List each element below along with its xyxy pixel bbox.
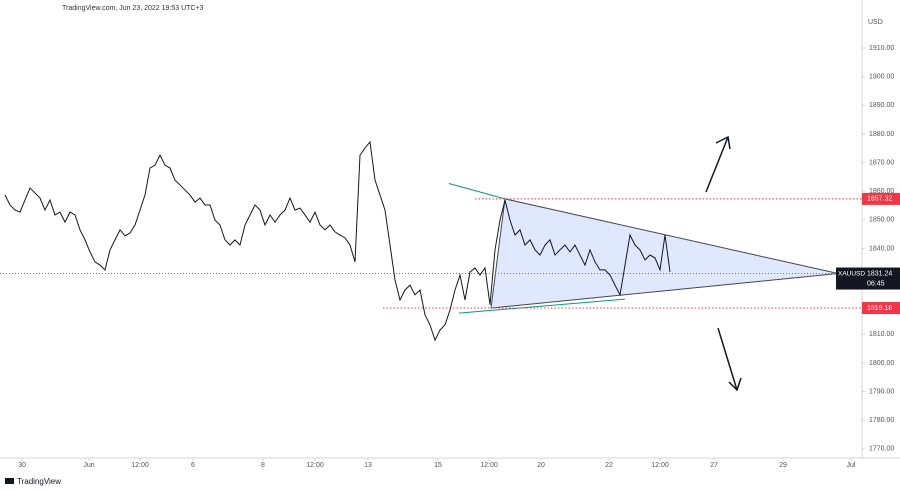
arrow-up [705, 135, 731, 193]
x-tick-label: 12:00 [306, 462, 324, 469]
y-tick-label: 1800.00 [869, 360, 894, 367]
y-tick-label: 1910.00 [869, 45, 894, 52]
x-tick-label: 12:00 [131, 462, 149, 469]
price-label-box [862, 302, 900, 315]
header: TradingView.com, Jun 23, 2022 19:53 UTC+… [62, 5, 204, 12]
y-tick-label: 1850.00 [869, 217, 894, 224]
x-tick-label: 6 [191, 462, 195, 469]
logo [5, 478, 14, 484]
price-line-series [4, 140, 671, 342]
x-tick-label: 29 [779, 462, 787, 469]
currency: USD [868, 19, 883, 26]
trendline [448, 183, 506, 200]
price-label-box [862, 192, 900, 205]
x-tick-label: 13 [364, 462, 372, 469]
last-price-label: 1831.24 [867, 270, 892, 277]
x-tick-label: 30 [18, 462, 26, 469]
x-tick-label: 12:00 [480, 462, 498, 469]
y-tick-label: 1790.00 [869, 388, 894, 395]
x-tick-label: Jul [847, 462, 856, 469]
x-tick-label: Jun [83, 462, 94, 469]
y-tick-label: 1890.00 [869, 102, 894, 109]
arrow-down [717, 327, 742, 392]
countdown: 06:45 [867, 280, 885, 287]
symbol-box [836, 267, 900, 290]
triangle-pattern [490, 198, 839, 309]
brand: TradingView [17, 477, 61, 486]
x-tick-label: 27 [710, 462, 718, 469]
y-tick-label: 1810.00 [869, 331, 894, 338]
x-tick-label: 20 [537, 462, 545, 469]
x-tick-label: 15 [434, 462, 442, 469]
x-tick-label: 8 [261, 462, 265, 469]
symbol-label: XAUUSD [838, 270, 865, 277]
y-tick-label: 1840.00 [869, 245, 894, 252]
y-tick-label: 1860.00 [869, 188, 894, 195]
price-label: 1819.18 [867, 305, 892, 312]
y-tick-label: 1900.00 [869, 74, 894, 81]
price-label: 1857.32 [867, 196, 892, 203]
trendline [458, 298, 626, 314]
x-tick-label: 22 [605, 462, 613, 469]
y-tick-label: 1880.00 [869, 131, 894, 138]
y-tick-label: 1770.00 [869, 446, 894, 453]
y-tick-label: 1780.00 [869, 417, 894, 424]
x-tick-label: 12:00 [651, 462, 669, 469]
y-tick-label: 1870.00 [869, 159, 894, 166]
